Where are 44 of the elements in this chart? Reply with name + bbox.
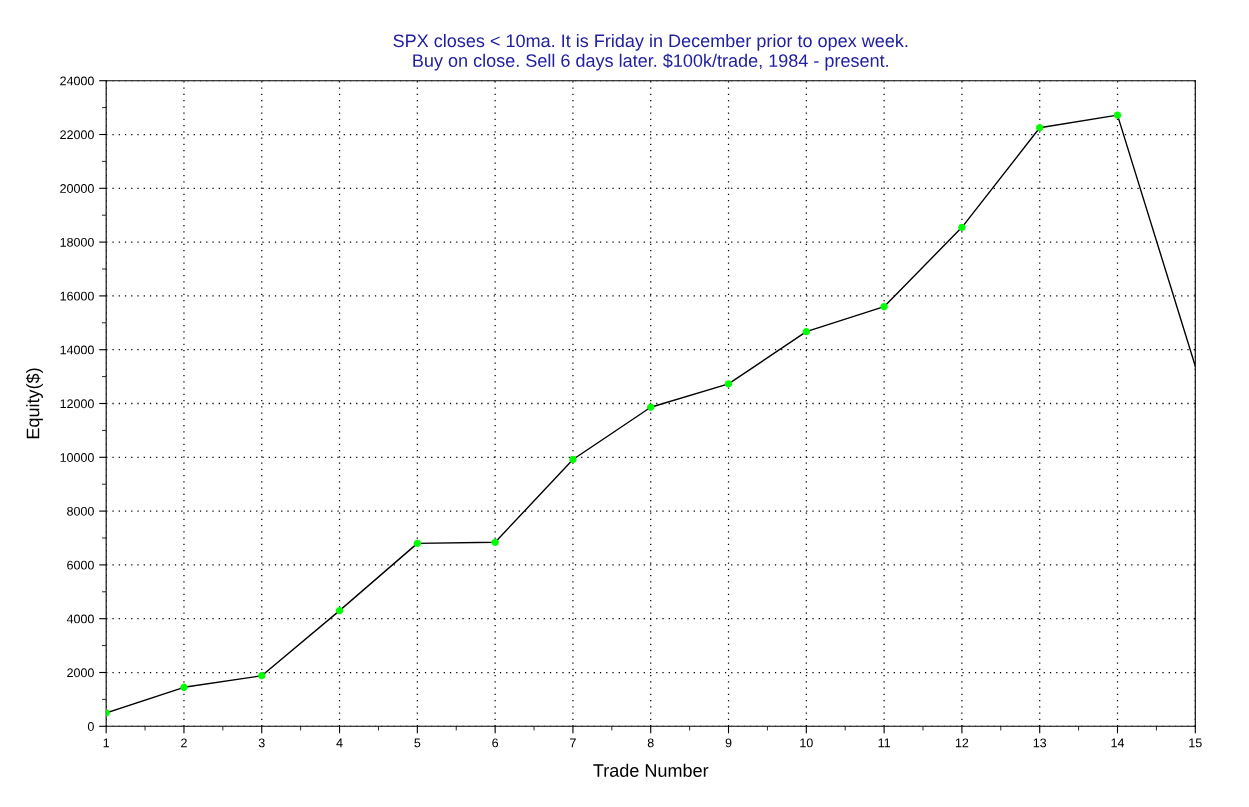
y-tick-label: 0: [87, 722, 94, 731]
y-tick-label: 18000: [60, 237, 94, 247]
point: [1036, 124, 1044, 132]
point: [335, 606, 344, 615]
y-tick-label: 24000: [60, 76, 94, 86]
y-tick-label: 12000: [60, 399, 94, 409]
point: [880, 302, 888, 311]
chart-title: SPX closes < 10ma. It is Friday in December prior to opex week. Buy on close. Sell 6 days later. $100k/trade, 1984 - present.: [393, 33, 908, 71]
x-tick-label: 7: [570, 738, 576, 748]
x-tick-label: 3: [258, 738, 265, 748]
point: [180, 683, 188, 691]
point: [647, 403, 655, 411]
x-tick-label: 15: [1189, 738, 1202, 748]
y-tick-label: 6000: [67, 560, 94, 570]
y-tick-label: 8000: [67, 506, 94, 516]
point: [491, 538, 499, 546]
y-tick-label: 4000: [66, 614, 94, 624]
y-tick-label: 2000: [67, 668, 94, 678]
x-tick-label: 10: [800, 738, 813, 748]
y-tick-label: 22000: [60, 130, 94, 140]
x-tick-label: 13: [1033, 738, 1047, 748]
point: [569, 455, 577, 464]
x-tick-label: 2: [181, 738, 187, 748]
x-tick-label: 6: [492, 738, 499, 748]
x-tick-label: 11: [878, 738, 890, 748]
point: [724, 380, 733, 388]
y-tick-label: 10000: [60, 453, 94, 462]
x-tick-label: 8: [647, 738, 654, 748]
point: [413, 539, 422, 548]
y-tick-label: 16000: [60, 291, 94, 301]
y-axis-title: Equity($): [25, 368, 43, 439]
point: [958, 223, 966, 231]
x-tick-label: 4: [336, 738, 343, 748]
y-tick-label: 20000: [60, 184, 94, 193]
point: [802, 328, 810, 336]
x-axis-title: Trade Number: [593, 763, 709, 777]
x-tick-label: 14: [1111, 738, 1125, 748]
x-tick-label: 5: [414, 738, 421, 748]
point: [258, 672, 266, 680]
y-tick-label: 14000: [60, 345, 94, 355]
x-tick-label: 1: [103, 738, 110, 748]
x-tick-label: 12: [955, 738, 969, 748]
x-tick-label: 9: [725, 738, 732, 748]
point: [1113, 111, 1122, 119]
